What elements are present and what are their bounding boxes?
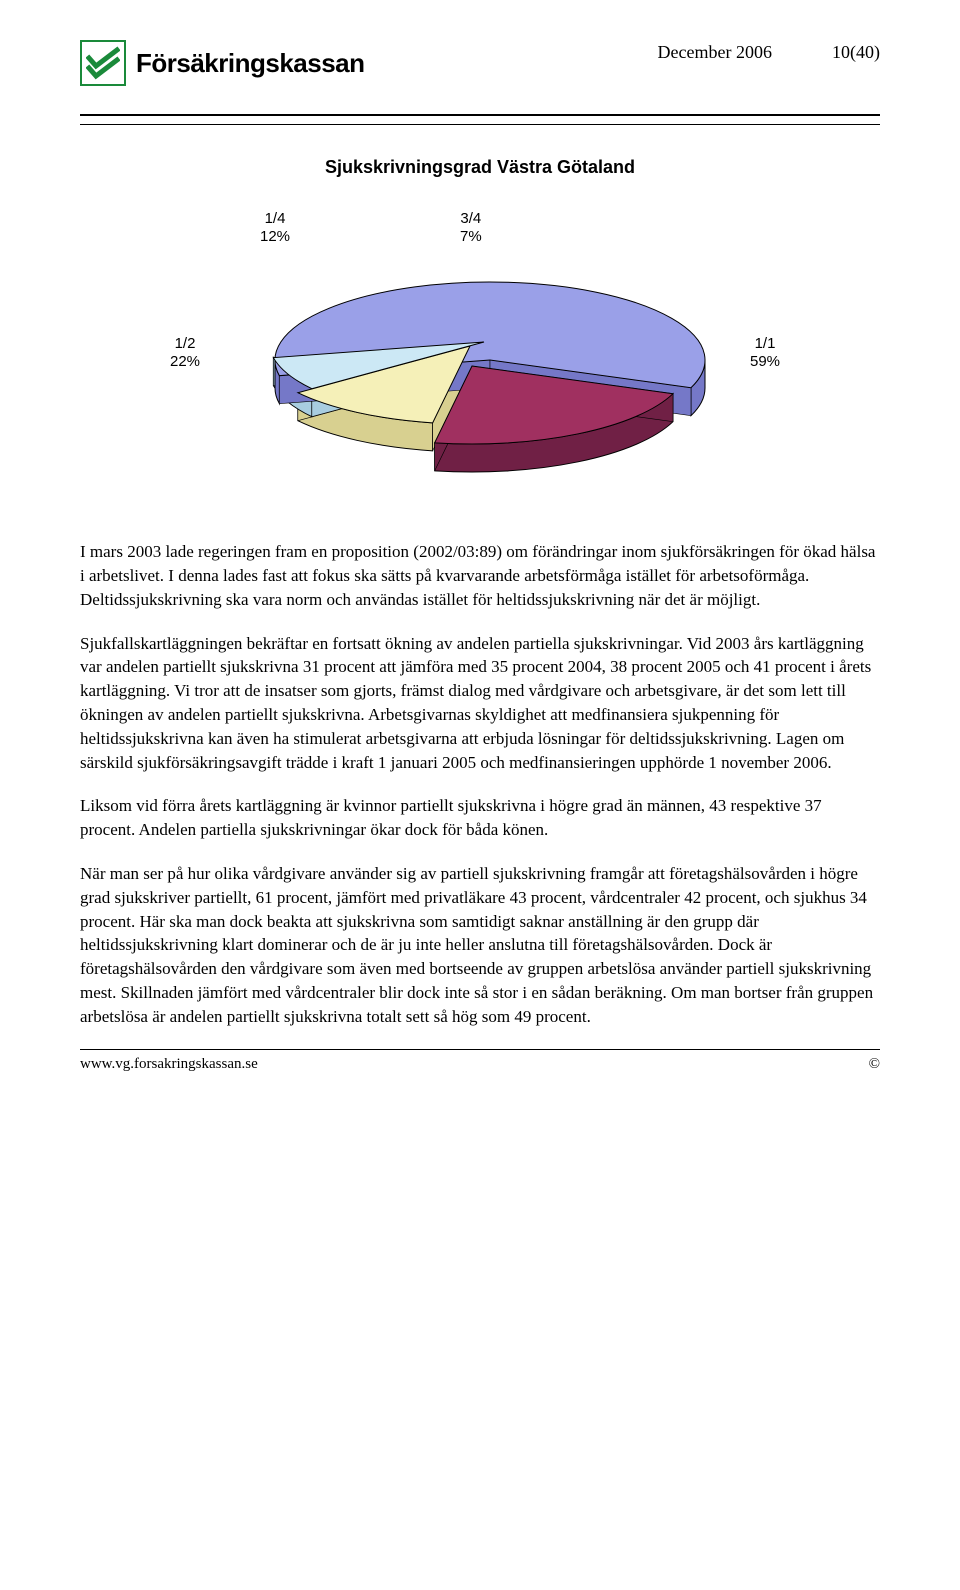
footer-copyright: © xyxy=(869,1054,880,1075)
body-text: I mars 2003 lade regeringen fram en prop… xyxy=(80,540,880,1028)
pie-chart: 1/412% 3/47% 1/159% 1/222% xyxy=(160,220,800,500)
pie-chart-region: Sjukskrivningsgrad Västra Götaland 1/412… xyxy=(80,155,880,500)
brand-logo-block: Försäkringskassan xyxy=(80,40,365,86)
header-rule-thin xyxy=(80,124,880,125)
brand-logo-icon xyxy=(80,40,126,86)
pie-label-1-4: 1/412% xyxy=(260,210,290,246)
pie-label-1-1: 1/159% xyxy=(750,335,780,371)
header-page-number: 10(40) xyxy=(832,40,880,65)
pie-label-1-2: 1/222% xyxy=(170,335,200,371)
page-footer: www.vg.forsakringskassan.se © xyxy=(80,1050,880,1075)
pie-label-3-4: 3/47% xyxy=(460,210,482,246)
chart-title: Sjukskrivningsgrad Västra Götaland xyxy=(80,155,880,180)
header-date: December 2006 xyxy=(658,40,772,65)
footer-url: www.vg.forsakringskassan.se xyxy=(80,1054,258,1075)
page-header: Försäkringskassan December 2006 10(40) xyxy=(80,40,880,86)
paragraph-1: I mars 2003 lade regeringen fram en prop… xyxy=(80,540,880,611)
pie-svg xyxy=(160,220,800,500)
paragraph-3: Liksom vid förra årets kartläggning är k… xyxy=(80,794,880,842)
paragraph-4: När man ser på hur olika vårdgivare anvä… xyxy=(80,862,880,1029)
header-rule-thick xyxy=(80,114,880,116)
brand-name: Försäkringskassan xyxy=(136,45,365,81)
paragraph-2: Sjukfallskartläggningen bekräftar en for… xyxy=(80,632,880,775)
header-meta: December 2006 10(40) xyxy=(658,40,880,65)
